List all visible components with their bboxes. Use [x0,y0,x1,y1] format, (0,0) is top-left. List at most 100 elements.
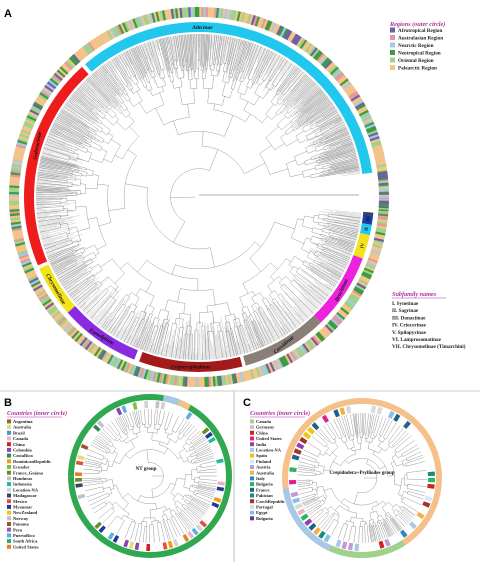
tree-branch [222,96,225,106]
tree-branch [340,453,356,466]
tree-branch [329,456,337,472]
tree-branch [406,458,408,461]
tree-tip [166,37,168,45]
tree-branch [316,109,337,123]
tree-tip [60,111,87,128]
tree-branch [36,190,73,193]
tree-tip [314,128,347,144]
tree-tip [334,127,347,133]
tree-branch [314,466,318,468]
tree-branch [239,80,243,82]
tree-tip [37,211,74,216]
tree-branch [164,429,166,433]
tree-branch [103,486,110,489]
tree-tip [144,336,150,351]
tree-tip [39,221,74,229]
tree-branch [86,168,94,171]
tree-branch [178,456,182,460]
tree-branch [130,522,136,541]
tree-tip [61,109,96,132]
tree-branch [386,518,397,534]
tree-tip [64,105,76,114]
regions-legend-title: Regions (outer circle) [389,21,445,28]
region-stripe [378,191,389,194]
region-stripe [120,360,127,372]
country-tick [172,538,179,547]
region-stripe [24,118,35,126]
tree-branch [83,472,99,474]
tree-branch [151,489,154,498]
tree-tip [57,260,88,278]
tree-tip [49,247,82,262]
tree-branch [366,413,369,434]
tree-tip [302,78,312,88]
tree-branch [44,239,72,250]
tree-tip [144,43,151,62]
tree-branch [182,446,188,452]
tree-branch [79,289,100,309]
tree-branch [395,503,401,508]
tree-branch [178,448,185,454]
tree-branch [302,215,305,227]
tree-branch [75,178,81,180]
tree-tip [346,232,358,235]
legend-swatch [7,499,11,504]
tree-branch [398,478,402,495]
tree-tip [151,343,155,353]
tree-branch [190,495,211,506]
tree-tip [77,277,110,306]
tree-branch [390,516,393,520]
tree-branch [280,67,299,92]
tree-branch [189,314,191,327]
region-stripe [19,255,30,262]
region-stripe [316,331,326,341]
country-tick [167,540,174,549]
tree-branch [85,458,102,463]
tree-branch [322,248,324,251]
region-stripe [322,58,332,68]
region-stripe [249,369,255,380]
tree-branch [354,492,358,505]
tree-branch [134,432,141,435]
tree-tip [168,334,173,358]
tree-tip [272,320,283,338]
tree-tip [263,54,279,83]
tree-branch [314,259,321,264]
tree-tip [306,96,328,114]
tree-tip [36,209,72,214]
tree-branch [155,108,164,125]
tree-branch [318,213,320,219]
tree-tip [345,154,357,159]
region-stripe [331,68,341,77]
tree-branch [350,439,354,441]
region-stripe [298,38,306,49]
tree-tip [84,299,99,314]
region-stripe [35,287,45,296]
tree-tip [342,252,352,256]
tree-branch [399,508,403,511]
tree-tip [304,102,333,123]
tree-tip [51,127,58,131]
tree-branch [392,430,407,446]
region-stripe [58,318,68,327]
tree-tip [109,60,118,73]
tree-branch [143,517,145,522]
region-stripe [65,59,75,69]
tree-branch [319,146,355,159]
tree-tip [38,222,65,228]
tree-branch [328,167,360,174]
region-stripe [10,221,21,225]
tree-tip [76,282,102,305]
region-stripe [318,330,327,340]
tree-tip [280,295,304,323]
tree-branch [256,302,260,308]
region-stripe [104,30,112,41]
tree-tip [317,237,354,250]
region-stripe [15,243,26,249]
tree-branch [318,254,346,269]
tree-tip [51,264,57,267]
tree-branch [231,69,235,78]
tree-branch [175,418,185,433]
legend-label: Germany [256,425,275,430]
tree-branch [183,474,186,487]
